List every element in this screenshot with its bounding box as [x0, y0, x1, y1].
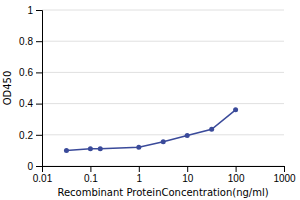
x-axis-title: Recombinant ProteinConcentration(ng/ml)	[57, 187, 268, 198]
grid-line	[42, 72, 284, 73]
chart: 0.01 0.1 1 10 100 1000 0 0.2 0.4 0.6 0.8 1 Recombina…	[0, 0, 300, 200]
point	[233, 107, 238, 112]
tick: 100	[228, 166, 245, 184]
tick: 0.4	[19, 98, 42, 109]
tick: 1	[27, 5, 42, 16]
tick: 0.6	[19, 67, 42, 78]
marks	[64, 107, 238, 153]
tick-mark	[36, 72, 42, 73]
point	[136, 145, 141, 150]
tick: 1000	[273, 166, 296, 184]
tick-mark	[90, 166, 91, 172]
tick-label: 0.1	[84, 173, 98, 184]
tick-mark	[36, 10, 42, 11]
point	[88, 146, 93, 151]
point	[98, 146, 103, 151]
grid	[42, 10, 284, 166]
tick: 1	[137, 166, 143, 184]
grid-line	[42, 41, 284, 42]
tick-label: 0	[27, 161, 33, 172]
tick-label: 10	[182, 173, 194, 184]
point	[161, 139, 166, 144]
point	[209, 127, 214, 132]
grid-line	[42, 10, 284, 11]
point	[64, 148, 69, 153]
tick: 0.01	[33, 166, 53, 184]
tick-label: 1000	[273, 173, 296, 184]
tick-label: 0.8	[19, 36, 33, 47]
tick-label: 0.01	[33, 173, 53, 184]
tick-label: 1	[27, 5, 33, 16]
tick: 0	[27, 161, 42, 172]
axis-line	[43, 167, 285, 173]
tick-label: 0.6	[19, 67, 33, 78]
y-axis-title: OD450	[2, 71, 13, 106]
tick-mark	[284, 166, 285, 172]
tick-label: 0.2	[19, 130, 33, 141]
tick: 0.8	[19, 36, 42, 47]
y-axis: 0 0.2 0.4 0.6 0.8 1	[19, 5, 42, 172]
tick-label: 100	[228, 173, 245, 184]
grid-line	[42, 134, 284, 135]
point	[185, 133, 190, 138]
grid-line	[42, 103, 284, 104]
tick-mark	[36, 41, 42, 42]
tick: 0.1	[84, 166, 98, 184]
tick-mark	[36, 135, 42, 136]
line	[66, 110, 235, 151]
tick-label: 0.4	[19, 98, 33, 109]
plot: 0.01 0.1 1 10 100 1000 0 0.2 0.4 0.6 0.8 1	[19, 5, 296, 184]
tick-label: 1	[137, 173, 143, 184]
chart-container: 0.01 0.1 1 10 100 1000 0 0.2 0.4 0.6 0.8 1 Recombina…	[0, 0, 300, 200]
tick-mark	[139, 166, 140, 172]
tick-mark	[36, 104, 42, 105]
tick: 10	[182, 166, 194, 184]
tick-mark	[36, 166, 42, 167]
tick-mark	[236, 166, 237, 172]
tick-mark	[187, 166, 188, 172]
tick: 0.2	[19, 130, 42, 141]
x-axis: 0.01 0.1 1 10 100 1000	[33, 166, 296, 184]
axis-line	[36, 11, 43, 167]
